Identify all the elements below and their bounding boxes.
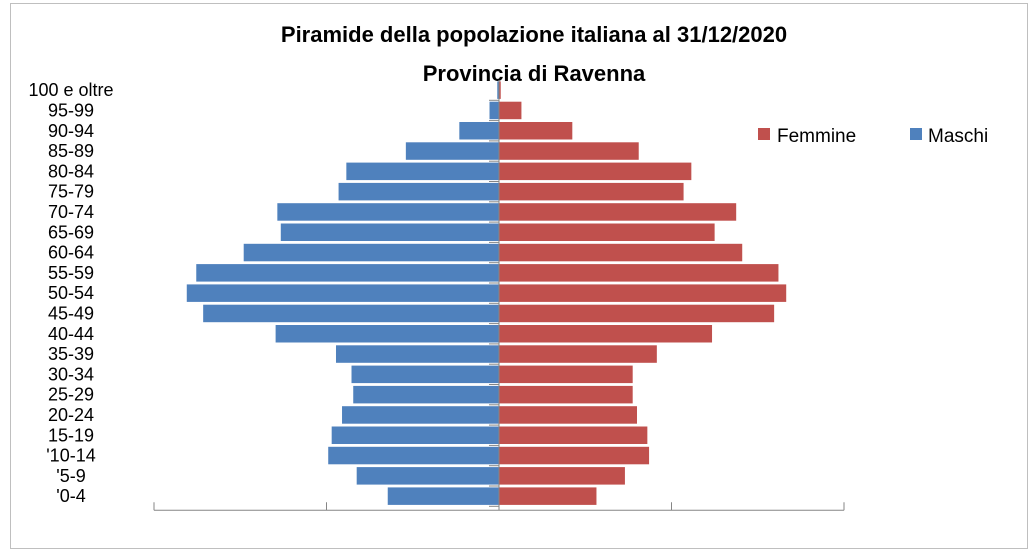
category-label-75-79: 75-79 xyxy=(48,182,94,202)
bar-femmine-10-14 xyxy=(499,446,650,465)
bar-maschi-0-4 xyxy=(387,487,499,505)
legend-swatch-maschi xyxy=(910,128,922,140)
bar-maschi-45-49 xyxy=(203,304,499,323)
bar-femmine-80-84 xyxy=(499,162,692,181)
bar-femmine-70-74 xyxy=(499,203,737,221)
category-label-85-89: 85-89 xyxy=(48,141,94,161)
bar-femmine-50-54 xyxy=(499,284,787,302)
population-pyramid-chart: Piramide della popolazione italiana al 3… xyxy=(28,22,988,511)
bar-maschi-50-54 xyxy=(186,284,499,302)
legend-label-femmine: Femmine xyxy=(777,126,856,147)
bar-femmine-60-64 xyxy=(499,243,743,262)
category-labels: '0-4'5-9'10-1415-1920-2425-2930-3435-394… xyxy=(28,80,113,506)
category-label-90-94: 90-94 xyxy=(48,121,94,141)
category-label-45-49: 45-49 xyxy=(48,303,94,323)
bar-femmine-15-19 xyxy=(499,426,648,444)
category-label-35-39: 35-39 xyxy=(48,344,94,364)
chart-subtitle: Provincia di Ravenna xyxy=(423,61,646,86)
bar-maschi-70-74 xyxy=(277,203,499,221)
bar-femmine-100-e-oltre xyxy=(499,81,501,99)
bar-femmine-0-4 xyxy=(499,487,597,505)
bars-group xyxy=(186,81,787,505)
x-axis xyxy=(153,80,845,511)
category-label-40-44: 40-44 xyxy=(48,324,94,344)
bar-femmine-20-24 xyxy=(499,406,637,424)
chart-title: Piramide della popolazione italiana al 3… xyxy=(281,22,787,47)
bar-femmine-5-9 xyxy=(499,467,625,485)
category-label-20-24: 20-24 xyxy=(48,405,94,425)
category-label-65-69: 65-69 xyxy=(48,222,94,242)
bar-femmine-65-69 xyxy=(499,223,715,241)
bar-maschi-95-99 xyxy=(489,101,499,120)
bar-femmine-95-99 xyxy=(499,101,522,120)
bar-maschi-30-34 xyxy=(351,365,499,384)
bar-maschi-10-14 xyxy=(328,446,499,465)
category-label-50-54: 50-54 xyxy=(48,283,94,303)
bar-maschi-85-89 xyxy=(405,142,499,160)
bar-femmine-55-59 xyxy=(499,264,779,282)
bar-maschi-25-29 xyxy=(353,385,499,404)
bar-femmine-75-79 xyxy=(499,182,684,201)
bar-maschi-15-19 xyxy=(331,426,499,444)
category-label-10-14: '10-14 xyxy=(46,446,95,466)
category-label-95-99: 95-99 xyxy=(48,100,94,120)
bar-femmine-25-29 xyxy=(499,385,633,404)
category-label-0-4: '0-4 xyxy=(56,486,85,506)
legend: Femmine Maschi xyxy=(758,126,988,147)
legend-label-maschi: Maschi xyxy=(928,126,988,147)
category-label-25-29: 25-29 xyxy=(48,385,94,405)
bar-maschi-100-e-oltre xyxy=(497,81,499,99)
bar-femmine-35-39 xyxy=(499,345,657,363)
bar-femmine-40-44 xyxy=(499,325,713,343)
category-label-30-34: 30-34 xyxy=(48,364,94,384)
category-label-55-59: 55-59 xyxy=(48,263,94,283)
category-label-5-9: '5-9 xyxy=(56,466,85,486)
legend-swatch-femmine xyxy=(758,128,770,140)
category-label-70-74: 70-74 xyxy=(48,202,94,222)
bar-femmine-90-94 xyxy=(499,122,573,140)
bar-maschi-40-44 xyxy=(275,325,499,343)
bar-femmine-85-89 xyxy=(499,142,639,160)
category-label-60-64: 60-64 xyxy=(48,243,94,263)
chart-frame: Piramide della popolazione italiana al 3… xyxy=(10,3,1028,549)
category-label-15-19: 15-19 xyxy=(48,425,94,445)
bar-maschi-60-64 xyxy=(243,243,499,262)
bar-femmine-30-34 xyxy=(499,365,633,384)
bar-femmine-45-49 xyxy=(499,304,775,323)
bar-maschi-80-84 xyxy=(346,162,499,181)
bar-maschi-90-94 xyxy=(459,122,499,140)
bar-maschi-55-59 xyxy=(196,264,499,282)
bar-maschi-35-39 xyxy=(335,345,499,363)
bar-maschi-75-79 xyxy=(338,182,499,201)
bar-maschi-20-24 xyxy=(342,406,499,424)
category-label-80-84: 80-84 xyxy=(48,161,94,181)
bar-maschi-65-69 xyxy=(280,223,499,241)
category-label-100-e-oltre: 100 e oltre xyxy=(28,80,113,100)
bar-maschi-5-9 xyxy=(356,467,499,485)
